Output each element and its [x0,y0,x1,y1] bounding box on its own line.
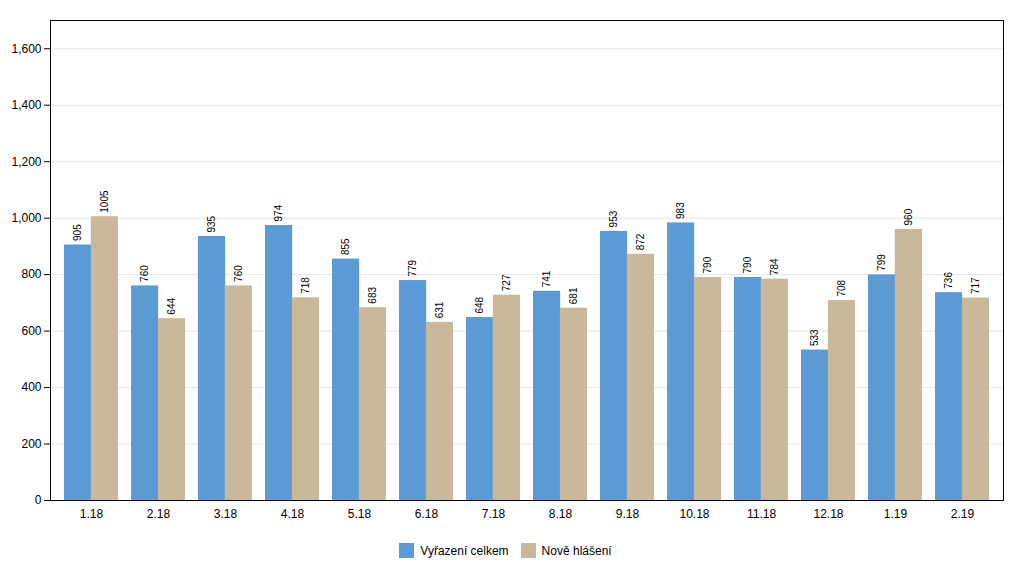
svg-text:974: 974 [273,204,284,221]
svg-text:736: 736 [943,272,954,289]
svg-text:784: 784 [769,258,780,275]
svg-text:708: 708 [836,279,847,296]
html-text:Vyřazení celkem: Vyřazení celkem [420,543,509,558]
svg-text:1,600: 1,600 [11,42,41,56]
svg-text:648: 648 [474,296,485,313]
svg-text:760: 760 [139,265,150,282]
svg-text:741: 741 [541,270,552,287]
svg-text:760: 760 [233,265,244,282]
svg-text:3.18: 3.18 [214,507,238,521]
svg-text:600: 600 [21,324,41,338]
svg-text:12.18: 12.18 [813,507,843,521]
svg-text:983: 983 [675,202,686,219]
svg-text:200: 200 [21,437,41,451]
svg-text:4.18: 4.18 [281,507,305,521]
svg-text:855: 855 [340,238,351,255]
svg-text:905: 905 [72,224,83,241]
svg-text:8.18: 8.18 [549,507,573,521]
svg-text:1.18: 1.18 [80,507,104,521]
svg-text:779: 779 [407,259,418,276]
svg-text:2.18: 2.18 [147,507,171,521]
svg-text:872: 872 [635,233,646,250]
svg-text:1005: 1005 [99,190,110,213]
svg-text:799: 799 [876,254,887,271]
svg-text:6.18: 6.18 [415,507,439,521]
svg-text:644: 644 [166,298,177,315]
svg-text:631: 631 [434,301,445,318]
svg-text:960: 960 [903,208,914,225]
svg-text:718: 718 [300,277,311,294]
svg-text:11.18: 11.18 [747,507,776,521]
svg-text:717: 717 [970,277,981,294]
svg-text:935: 935 [206,215,217,232]
svg-text:790: 790 [702,256,713,273]
html-text:Nově hlášení: Nově hlášení [541,543,612,558]
svg-text:727: 727 [501,274,512,291]
svg-text:800: 800 [21,267,41,281]
svg-text:0: 0 [35,493,42,507]
svg-text:533: 533 [809,329,820,346]
svg-text:1.19: 1.19 [884,507,908,521]
svg-text:5.18: 5.18 [348,507,372,521]
svg-text:1,200: 1,200 [11,155,41,169]
svg-text:9.18: 9.18 [616,507,640,521]
svg-text:1,400: 1,400 [11,98,41,112]
svg-text:10.18: 10.18 [679,507,709,521]
svg-text:790: 790 [742,256,753,273]
svg-text:953: 953 [608,210,619,227]
svg-text:681: 681 [568,287,579,304]
svg-text:1,000: 1,000 [11,211,41,225]
svg-text:683: 683 [367,287,378,304]
svg-text:7.18: 7.18 [482,507,506,521]
svg-text:2.19: 2.19 [951,507,975,521]
svg-text:400: 400 [21,380,41,394]
